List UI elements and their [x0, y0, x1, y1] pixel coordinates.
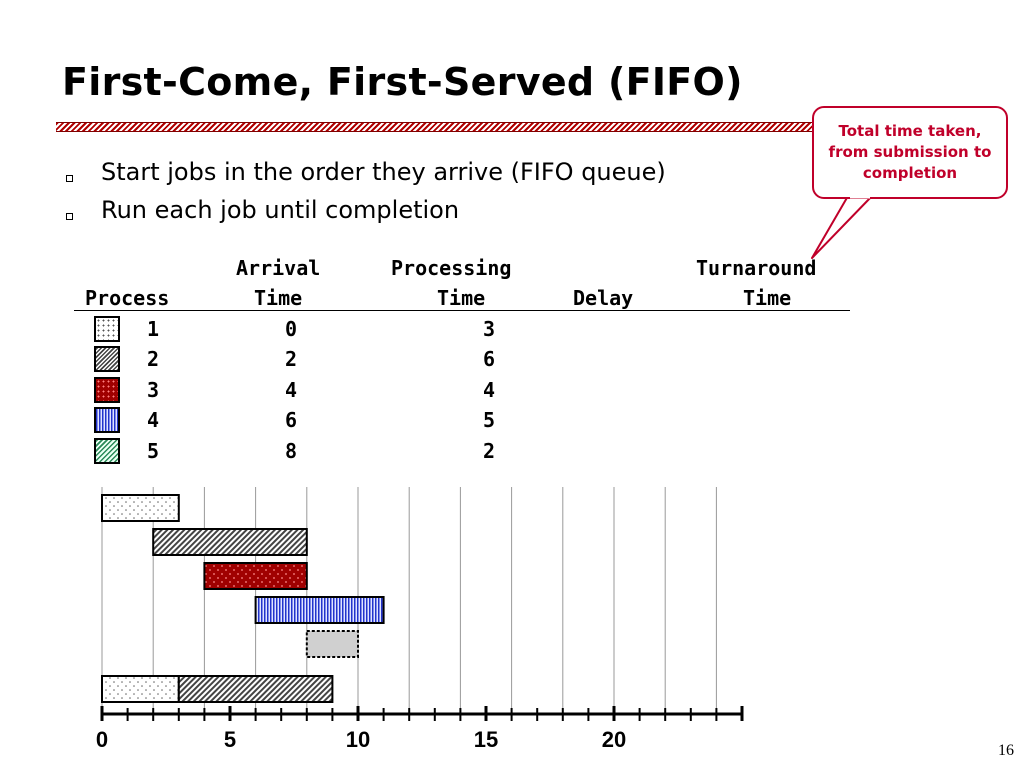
table-cell-arrival: 4: [285, 378, 298, 402]
callout-text: Total time taken, from submission to com…: [828, 122, 992, 182]
table-cell-processing: 6: [483, 347, 496, 371]
x-axis-tick-label: 0: [95, 727, 109, 752]
gantt-axis: [100, 706, 744, 721]
x-axis-tick-label: 20: [601, 727, 627, 752]
table-cell-process: 4: [147, 408, 160, 432]
header-turnaround: Turnaround: [696, 256, 817, 280]
table-cell-process: 2: [147, 347, 160, 371]
header-processing: Processing: [391, 256, 512, 280]
process-5-bar: [305, 630, 359, 658]
table-cell-process: 5: [147, 439, 160, 463]
table-cell-arrival: 6: [285, 408, 298, 432]
callout-bubble: Total time taken, from submission to com…: [812, 106, 1008, 199]
slide-title: First-Come, First-Served (FIFO): [62, 60, 743, 104]
process-1-bar: [101, 494, 180, 522]
table-cell-processing: 3: [483, 317, 496, 341]
bullet-square-icon: [66, 213, 73, 220]
process-3-bar: [203, 562, 308, 590]
table-cell-process: 3: [147, 378, 160, 402]
process-1-swatch: [94, 316, 120, 342]
x-axis-tick-label: 15: [473, 727, 499, 752]
page-number: 16: [998, 742, 1014, 759]
table-cell-processing: 5: [483, 408, 496, 432]
schedule-process-1-bar: [101, 675, 180, 703]
x-axis-tick-label: 5: [223, 727, 237, 752]
gantt-bars: [101, 494, 385, 703]
table-cell-processing: 2: [483, 439, 496, 463]
process-2-bar: [152, 528, 308, 556]
table-cell-arrival: 0: [285, 317, 298, 341]
bullet-text: Start jobs in the order they arrive (FIF…: [101, 158, 666, 186]
schedule-process-2-bar: [177, 675, 334, 703]
process-4-bar: [254, 596, 385, 624]
bullet-square-icon: [66, 175, 73, 182]
header-arrival: Arrival: [236, 256, 321, 280]
process-3-swatch: [94, 377, 120, 403]
process-4-swatch: [94, 407, 120, 433]
header-process: Process: [85, 286, 170, 310]
x-axis-tick-label: 10: [345, 727, 371, 752]
header-delay: Delay: [573, 286, 634, 310]
bullet-text: Run each job until completion: [101, 196, 460, 224]
process-2-swatch: [94, 346, 120, 372]
header-turnaround-time: Time: [743, 286, 792, 310]
table-cell-arrival: 2: [285, 347, 298, 371]
header-processing-time: Time: [437, 286, 486, 310]
header-divider: [74, 310, 850, 311]
title-underline: [56, 122, 824, 132]
table-cell-process: 1: [147, 317, 160, 341]
process-5-swatch: [94, 438, 120, 464]
table-cell-processing: 4: [483, 378, 496, 402]
header-arrival-time: Time: [254, 286, 303, 310]
table-cell-arrival: 8: [285, 439, 298, 463]
